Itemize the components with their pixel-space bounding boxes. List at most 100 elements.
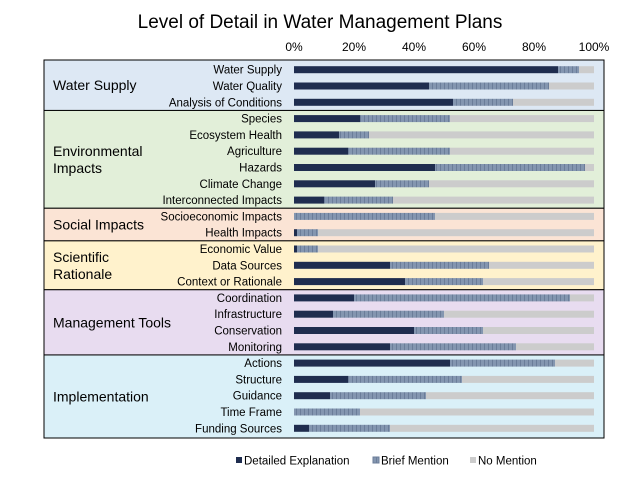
- row-label: Coordination: [217, 293, 282, 305]
- bar-segment: [513, 98, 594, 106]
- bar-segment: [294, 245, 297, 253]
- x-tick-label: 80%: [522, 40, 546, 54]
- bar-segment: [309, 424, 390, 432]
- bar-segment: [294, 66, 558, 74]
- row-label: Interconnected Impacts: [162, 195, 282, 207]
- bar-segment: [549, 82, 594, 90]
- row-label: Infrastructure: [214, 309, 282, 321]
- row-label: Analysis of Conditions: [169, 97, 282, 109]
- x-tick-label: 20%: [342, 40, 366, 54]
- bar-segment: [294, 212, 435, 220]
- plot-frame: [43, 59, 605, 439]
- bar-segment: [414, 327, 483, 334]
- bar-segment: [516, 343, 594, 351]
- bar-segment: [558, 66, 579, 74]
- bar-segment: [390, 424, 594, 432]
- bar-segment: [453, 98, 513, 106]
- bar-segment: [555, 359, 594, 367]
- row-label: Health Impacts: [205, 228, 282, 240]
- bar-segment: [294, 98, 453, 106]
- legend-swatch: [372, 456, 380, 464]
- bar-segment: [369, 131, 594, 139]
- bar-segment: [390, 261, 489, 269]
- bar-segment: [426, 392, 594, 400]
- row-label: Hazards: [239, 163, 282, 175]
- bar-segment: [348, 147, 450, 155]
- bar-segment: [348, 375, 462, 383]
- row-label: Funding Sources: [195, 423, 282, 435]
- x-tick-label: 100%: [579, 40, 610, 54]
- legend-swatch: [236, 457, 242, 463]
- legend-label: Brief Mention: [381, 456, 449, 468]
- bar-segment: [390, 343, 516, 351]
- bar-segment: [333, 310, 444, 318]
- bar-segment: [294, 180, 375, 188]
- row-label: Monitoring: [228, 342, 282, 354]
- row-label: Water Supply: [213, 65, 282, 77]
- row-label: Water Quality: [213, 81, 282, 93]
- chart-title: Level of Detail in Water Management Plan…: [138, 12, 503, 33]
- bar-segment: [297, 229, 318, 237]
- bar-segment: [429, 82, 549, 90]
- bar-segment: [570, 294, 594, 302]
- row-label: Agriculture: [227, 146, 282, 158]
- bar-segment: [318, 229, 594, 237]
- bar-segment: [450, 147, 594, 155]
- bar-segment: [435, 212, 594, 220]
- bar-segment: [450, 359, 555, 367]
- bar-segment: [294, 147, 348, 155]
- row-label: Structure: [235, 374, 282, 386]
- row-label: Guidance: [233, 391, 282, 403]
- bar-segment: [435, 164, 585, 171]
- bar-segment: [585, 164, 594, 171]
- group-label: Scientific Rationale: [53, 249, 112, 282]
- row-label: Economic Value: [200, 244, 282, 256]
- group-label: Implementation: [53, 388, 149, 404]
- legend-label: Detailed Explanation: [244, 456, 350, 468]
- bar-segment: [294, 392, 330, 400]
- bar-segment: [318, 245, 594, 253]
- bar-segment: [294, 375, 348, 383]
- row-label: Data Sources: [212, 260, 282, 272]
- bar-segment: [339, 131, 369, 139]
- bar-segment: [450, 115, 594, 123]
- group-band: [43, 109, 605, 209]
- bar-segment: [294, 424, 309, 432]
- bar-segment: [294, 115, 360, 123]
- bar-segment: [393, 196, 594, 204]
- bar-segment: [294, 294, 354, 302]
- bar-segment: [324, 196, 393, 204]
- bar-segment: [579, 66, 594, 74]
- bar-segment: [294, 343, 390, 351]
- bar-segment: [489, 261, 594, 269]
- bar-segment: [330, 392, 426, 400]
- group-label: Environmental Impacts: [53, 143, 143, 176]
- row-label: Context or Rationale: [177, 277, 282, 289]
- bar-segment: [294, 131, 339, 139]
- x-tick-label: 0%: [285, 40, 303, 54]
- bar-segment: [483, 278, 594, 286]
- row-label: Species: [241, 114, 282, 126]
- bar-segment: [444, 310, 594, 318]
- bar-segment: [294, 164, 435, 171]
- legend-label: No Mention: [478, 456, 537, 468]
- bar-segment: [294, 229, 297, 237]
- bar-segment: [354, 294, 570, 302]
- bar-segment: [360, 408, 594, 416]
- bar-segment: [294, 310, 333, 318]
- legend: Detailed Explanation Brief Mention No Ment…: [236, 456, 537, 468]
- bar-segment: [483, 327, 594, 334]
- row-label: Time Frame: [220, 407, 282, 419]
- legend-swatch: [470, 457, 476, 463]
- bar-segment: [294, 327, 414, 334]
- bar-segment: [360, 115, 450, 123]
- bar-segment: [375, 180, 429, 188]
- bar-segment: [429, 180, 594, 188]
- bar-segment: [294, 278, 405, 286]
- bar-segment: [294, 408, 360, 416]
- x-tick-label: 60%: [462, 40, 486, 54]
- bar-segment: [462, 375, 594, 383]
- row-label: Actions: [244, 358, 282, 370]
- row-label: Socioeconomic Impacts: [161, 211, 283, 223]
